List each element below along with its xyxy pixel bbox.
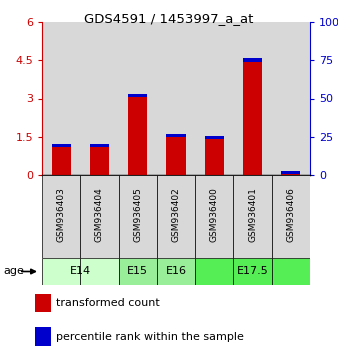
Text: GSM936406: GSM936406	[286, 188, 295, 242]
Bar	[128, 97, 147, 175]
Bar	[42, 258, 80, 285]
Bar	[195, 258, 234, 285]
Bar	[157, 175, 195, 258]
Text: percentile rank within the sample: percentile rank within the sample	[56, 332, 244, 342]
Bar	[272, 175, 310, 258]
Bar	[157, 22, 195, 175]
Bar	[80, 22, 119, 175]
Bar	[119, 22, 157, 175]
Bar	[35, 327, 51, 346]
Bar	[157, 258, 195, 285]
Bar	[281, 171, 300, 174]
Text: GDS4591 / 1453997_a_at: GDS4591 / 1453997_a_at	[84, 12, 254, 25]
Bar	[80, 175, 119, 258]
Bar	[166, 137, 186, 175]
Bar	[243, 58, 262, 62]
Text: E14: E14	[70, 267, 91, 276]
Bar	[205, 136, 224, 139]
Bar	[52, 144, 71, 147]
Text: GSM936401: GSM936401	[248, 188, 257, 242]
Bar	[205, 139, 224, 175]
Bar	[195, 22, 234, 175]
Bar	[35, 294, 51, 313]
Bar	[42, 22, 80, 175]
Bar	[243, 62, 262, 175]
Bar	[90, 147, 109, 175]
Text: age: age	[3, 267, 24, 276]
Bar	[119, 175, 157, 258]
Text: E17.5: E17.5	[237, 267, 268, 276]
Bar	[272, 258, 310, 285]
Bar	[52, 147, 71, 175]
Text: transformed count: transformed count	[56, 298, 160, 308]
Bar	[272, 22, 310, 175]
Bar	[119, 258, 157, 285]
Text: GSM936405: GSM936405	[133, 188, 142, 242]
Bar	[166, 134, 186, 137]
Bar	[128, 94, 147, 97]
Bar	[195, 175, 234, 258]
Text: GSM936403: GSM936403	[57, 188, 66, 242]
Bar	[90, 144, 109, 147]
Text: GSM936404: GSM936404	[95, 188, 104, 242]
Bar	[234, 175, 272, 258]
Text: GSM936400: GSM936400	[210, 188, 219, 242]
Bar	[234, 22, 272, 175]
Bar	[80, 258, 119, 285]
Bar	[42, 175, 80, 258]
Text: E15: E15	[127, 267, 148, 276]
Text: GSM936402: GSM936402	[171, 188, 180, 242]
Bar	[234, 258, 272, 285]
Bar	[281, 174, 300, 175]
Text: E16: E16	[166, 267, 187, 276]
